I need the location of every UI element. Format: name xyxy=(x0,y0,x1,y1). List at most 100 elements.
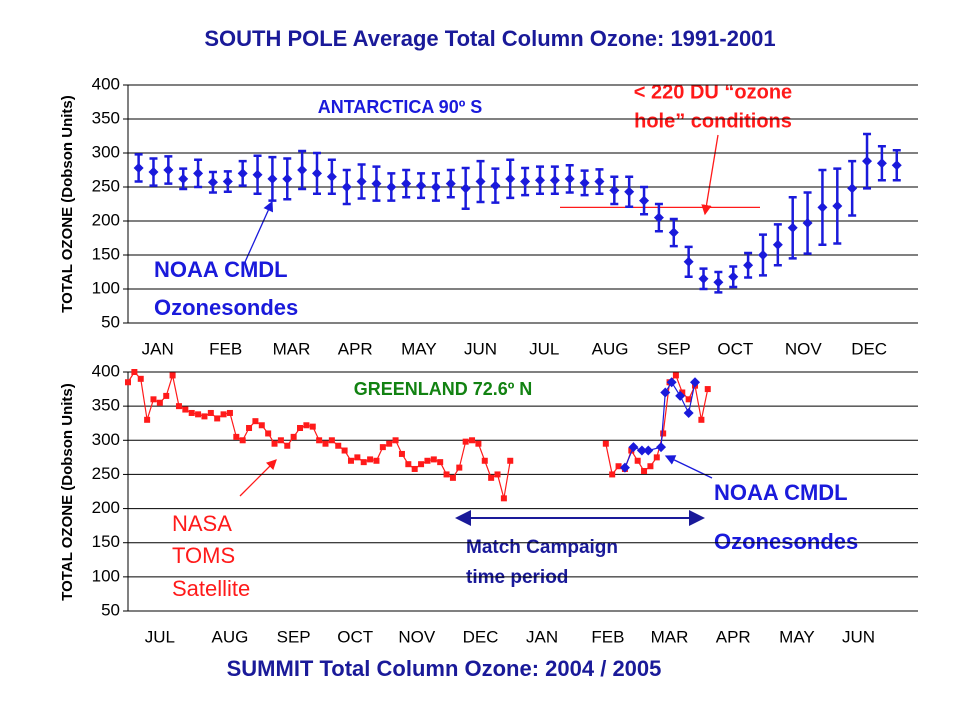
marker xyxy=(675,390,686,401)
x-tick-label: MAY xyxy=(779,627,815,646)
marker xyxy=(312,168,323,179)
y-tick-label: 50 xyxy=(101,312,120,331)
marker xyxy=(341,447,348,454)
marker xyxy=(787,222,798,233)
marker xyxy=(214,415,221,422)
marker xyxy=(265,430,272,437)
x-tick-label: JUN xyxy=(842,627,875,646)
annotation: NOAA CMDL xyxy=(714,480,848,505)
marker xyxy=(405,461,412,468)
marker xyxy=(656,442,667,453)
marker xyxy=(193,168,204,179)
marker xyxy=(328,437,335,444)
arrow xyxy=(701,134,719,216)
marker xyxy=(297,424,304,431)
x-tick-label: JUL xyxy=(145,627,175,646)
marker xyxy=(398,450,405,457)
marker xyxy=(163,392,170,399)
marker xyxy=(634,457,641,464)
marker xyxy=(847,183,858,194)
marker xyxy=(475,440,482,447)
marker xyxy=(156,399,163,406)
marker xyxy=(619,462,630,473)
marker xyxy=(284,442,291,449)
marker xyxy=(335,442,342,449)
marker xyxy=(641,468,648,475)
x-tick-label: SEP xyxy=(657,339,691,358)
marker xyxy=(178,173,189,184)
y-tick-label: 200 xyxy=(92,498,120,517)
marker xyxy=(507,457,514,464)
marker xyxy=(418,461,425,468)
x-tick-label: JAN xyxy=(526,627,558,646)
marker xyxy=(534,175,545,186)
x-tick-label: FEB xyxy=(591,627,624,646)
marker xyxy=(437,459,444,466)
marker xyxy=(505,173,516,184)
annotation: NOAA CMDL xyxy=(154,257,288,282)
y-tick-label: 250 xyxy=(92,176,120,195)
y-tick-label: 150 xyxy=(92,244,120,263)
annotation: Match Campaign xyxy=(466,537,618,558)
marker xyxy=(131,369,138,375)
y-tick-label: 300 xyxy=(92,430,120,449)
marker xyxy=(460,183,471,194)
marker xyxy=(609,471,616,478)
marker xyxy=(728,271,739,282)
marker xyxy=(757,250,768,260)
y-tick-label: 200 xyxy=(92,210,120,229)
marker xyxy=(683,407,694,418)
marker xyxy=(679,389,686,396)
x-tick-label: SEP xyxy=(277,627,311,646)
marker xyxy=(309,423,316,430)
annotation: ANTARCTICA 90º S xyxy=(318,97,483,117)
marker xyxy=(277,437,284,444)
marker xyxy=(373,457,380,464)
marker xyxy=(456,464,463,471)
marker xyxy=(237,168,248,179)
marker xyxy=(802,218,813,229)
marker xyxy=(647,463,654,470)
annotation: Satellite xyxy=(172,576,250,601)
marker xyxy=(579,177,590,188)
x-tick-label: OCT xyxy=(337,627,373,646)
marker xyxy=(233,433,240,440)
marker xyxy=(430,456,437,463)
marker xyxy=(564,173,575,184)
marker xyxy=(628,447,635,454)
y-tick-label: 150 xyxy=(92,532,120,551)
marker xyxy=(271,440,278,447)
marker xyxy=(182,406,189,413)
marker xyxy=(876,158,887,169)
marker xyxy=(416,180,427,191)
marker xyxy=(282,173,293,184)
y-tick-label: 300 xyxy=(92,142,120,161)
x-tick-label: AUG xyxy=(592,339,629,358)
arrow xyxy=(239,459,277,497)
marker xyxy=(125,379,131,386)
marker xyxy=(660,387,671,398)
marker xyxy=(713,277,724,288)
marker xyxy=(341,182,352,192)
x-tick-label: NOV xyxy=(398,627,436,646)
marker xyxy=(666,377,677,388)
annotation: time period xyxy=(466,567,568,588)
x-tick-label: APR xyxy=(716,627,751,646)
chart-title: SUMMIT Total Column Ozone: 2004 / 2005 xyxy=(227,656,662,681)
arrow xyxy=(244,200,274,263)
marker xyxy=(267,173,278,184)
marker xyxy=(386,182,397,192)
marker xyxy=(624,186,635,197)
marker xyxy=(628,442,639,453)
marker xyxy=(326,171,337,182)
marker xyxy=(379,444,386,451)
marker xyxy=(698,416,705,423)
marker xyxy=(698,273,709,284)
marker xyxy=(609,185,620,196)
marker xyxy=(222,176,233,187)
marker xyxy=(137,375,144,382)
marker xyxy=(411,465,418,472)
annotation: hole” conditions xyxy=(634,110,792,132)
marker xyxy=(653,212,664,223)
